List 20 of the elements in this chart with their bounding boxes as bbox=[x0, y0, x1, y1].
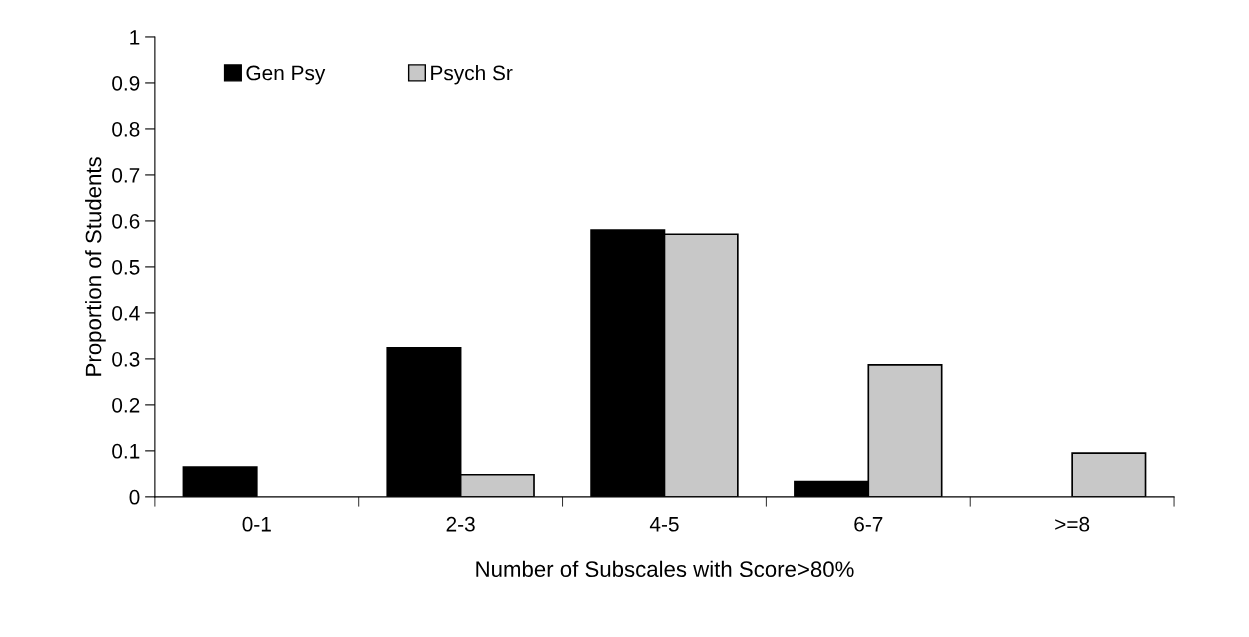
legend-label: Psych Sr bbox=[431, 65, 513, 85]
legend-label: Gen Psy bbox=[246, 65, 326, 85]
x-tick-label: 2-3 bbox=[446, 516, 475, 532]
x-tick-label: 6-7 bbox=[854, 516, 883, 532]
x-axis-title: Number of Subscales with Score>80% bbox=[476, 560, 854, 578]
y-tick-label: 0.3 bbox=[112, 351, 140, 367]
y-tick-label: 0.4 bbox=[112, 305, 140, 321]
y-tick-label: 0.9 bbox=[112, 75, 140, 91]
x-tick-label: 0-1 bbox=[242, 516, 271, 532]
x-tick-label: >=8 bbox=[1055, 516, 1090, 532]
y-tick-label: 0.6 bbox=[112, 213, 140, 229]
y-tick-label: 0.5 bbox=[112, 259, 140, 275]
y-tick-label: 0 bbox=[129, 489, 140, 505]
y-tick-label: 0.2 bbox=[112, 397, 140, 413]
y-tick-label: 1 bbox=[130, 30, 140, 45]
y-tick-label: 0.1 bbox=[112, 443, 140, 459]
x-tick-label: 4-5 bbox=[649, 517, 679, 532]
y-tick-label: 0.7 bbox=[112, 167, 140, 183]
y-axis-title: Proportion of Students bbox=[85, 157, 106, 376]
y-tick-label: 0.8 bbox=[112, 121, 140, 137]
